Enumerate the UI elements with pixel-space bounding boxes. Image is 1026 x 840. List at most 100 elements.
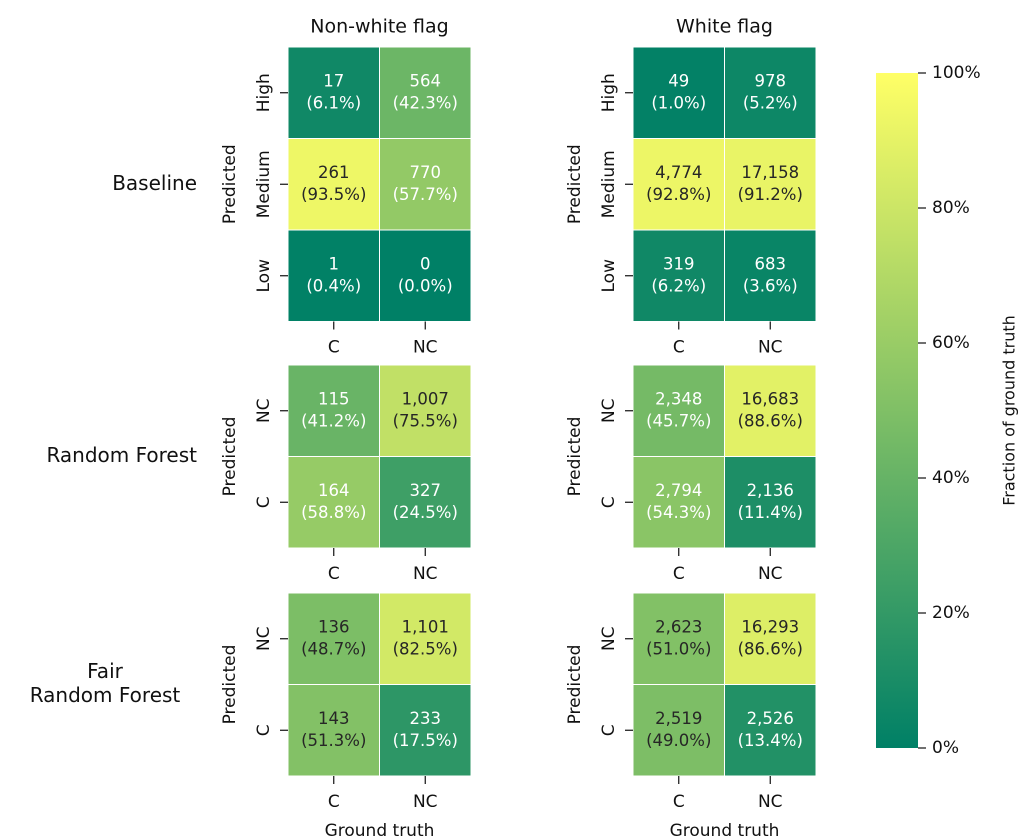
cell-fraction: (91.2%): [738, 185, 803, 204]
y-axis-label: Predicted: [220, 417, 240, 497]
colorbar-label: Fraction of ground truth: [1000, 315, 1019, 506]
heatmap-cell: [724, 46, 817, 139]
cell-count: 2,526: [747, 709, 794, 728]
y-axis-label: Predicted: [220, 645, 240, 725]
cell-count: 17: [323, 71, 344, 90]
cell-fraction: (1.0%): [651, 93, 706, 112]
cell-count: 49: [668, 71, 689, 90]
cell-fraction: (48.7%): [301, 639, 366, 658]
colorbar: [876, 73, 918, 748]
cell-count: 164: [318, 481, 350, 500]
y-tick-label: C: [599, 724, 619, 736]
cell-count: 261: [318, 163, 350, 182]
cell-fraction: (6.2%): [651, 276, 706, 295]
cell-fraction: (88.6%): [738, 411, 803, 430]
y-tick-label: NC: [599, 626, 619, 651]
y-axis-label: Predicted: [565, 144, 585, 224]
x-axis-label: Ground truth: [325, 821, 435, 840]
cell-count: 16,293: [741, 617, 799, 636]
heatmap-cell: [632, 229, 725, 322]
colorbar-tick-label: 40%: [932, 468, 970, 488]
heatmap-cell: [632, 46, 725, 139]
heatmap-cell: [724, 229, 817, 322]
y-axis-label: Predicted: [220, 144, 240, 224]
heatmap-cell: [287, 364, 380, 457]
cell-fraction: (54.3%): [646, 503, 711, 522]
colorbar-tick-label: 80%: [932, 198, 970, 218]
x-tick-label: NC: [413, 564, 438, 584]
y-tick-label: Medium: [599, 150, 619, 218]
cell-fraction: (51.0%): [646, 639, 711, 658]
cell-fraction: (3.6%): [743, 276, 798, 295]
cell-count: 319: [663, 254, 695, 273]
panel-title: Non-white flag: [310, 16, 448, 38]
heatmap-cell: [287, 592, 380, 685]
heatmap-cell: [724, 456, 817, 549]
cell-count: 136: [318, 617, 350, 636]
cell-fraction: (86.6%): [738, 639, 803, 658]
x-tick-label: NC: [758, 564, 783, 584]
cell-count: 2,348: [655, 389, 702, 408]
x-tick-label: C: [673, 338, 685, 358]
cell-fraction: (5.2%): [743, 93, 798, 112]
x-tick-label: NC: [758, 792, 783, 812]
cell-count: 2,136: [747, 481, 794, 500]
x-tick-label: C: [673, 564, 685, 584]
heatmap-cell: [287, 229, 380, 322]
cell-count: 16,683: [741, 389, 799, 408]
heatmap-cell: [632, 456, 725, 549]
cell-fraction: (58.8%): [301, 503, 366, 522]
cell-count: 0: [420, 254, 431, 273]
x-tick-label: NC: [758, 338, 783, 358]
cell-count: 1,007: [402, 389, 449, 408]
x-tick-label: C: [673, 792, 685, 812]
y-tick-label: NC: [254, 626, 274, 651]
y-tick-label: NC: [599, 398, 619, 423]
heatmap-cell: [379, 138, 472, 231]
heatmap-cell: [724, 592, 817, 685]
y-tick-label: C: [599, 496, 619, 508]
heatmap-cell: [287, 684, 380, 777]
panel-title: White flag: [676, 16, 773, 38]
row-title: Random Forest: [46, 443, 197, 467]
y-axis-label: Predicted: [565, 417, 585, 497]
cell-count: 327: [410, 481, 442, 500]
y-tick-label: C: [254, 496, 274, 508]
y-tick-label: Low: [599, 259, 619, 293]
cell-fraction: (57.7%): [393, 185, 458, 204]
heatmap-cell: [287, 46, 380, 139]
cell-fraction: (82.5%): [393, 639, 458, 658]
cell-fraction: (42.3%): [393, 93, 458, 112]
y-axis-label: Predicted: [565, 645, 585, 725]
y-tick-label: Medium: [254, 150, 274, 218]
y-tick-label: Low: [254, 259, 274, 293]
cell-count: 2,519: [655, 709, 702, 728]
x-tick-label: C: [328, 338, 340, 358]
cell-count: 4,774: [655, 163, 702, 182]
heatmap-cell: [724, 684, 817, 777]
cell-fraction: (41.2%): [301, 411, 366, 430]
x-tick-label: NC: [413, 792, 438, 812]
cell-count: 17,158: [741, 163, 799, 182]
row-title: Baseline: [112, 171, 197, 195]
heatmap-cell: [724, 138, 817, 231]
cell-fraction: (75.5%): [393, 411, 458, 430]
cell-count: 978: [755, 71, 787, 90]
x-tick-label: C: [328, 564, 340, 584]
cell-fraction: (17.5%): [393, 731, 458, 750]
heatmap-cell: [379, 456, 472, 549]
cell-count: 683: [755, 254, 787, 273]
cell-fraction: (11.4%): [738, 503, 803, 522]
row-title: Fair: [87, 659, 123, 683]
heatmap-cell: [379, 364, 472, 457]
cell-count: 2,623: [655, 617, 702, 636]
cell-count: 233: [410, 709, 442, 728]
cell-fraction: (0.4%): [306, 276, 361, 295]
cell-fraction: (93.5%): [301, 185, 366, 204]
heatmap-cell: [379, 229, 472, 322]
heatmap-cell: [632, 138, 725, 231]
cell-count: 564: [410, 71, 442, 90]
cell-fraction: (24.5%): [393, 503, 458, 522]
cell-count: 1,101: [402, 617, 449, 636]
